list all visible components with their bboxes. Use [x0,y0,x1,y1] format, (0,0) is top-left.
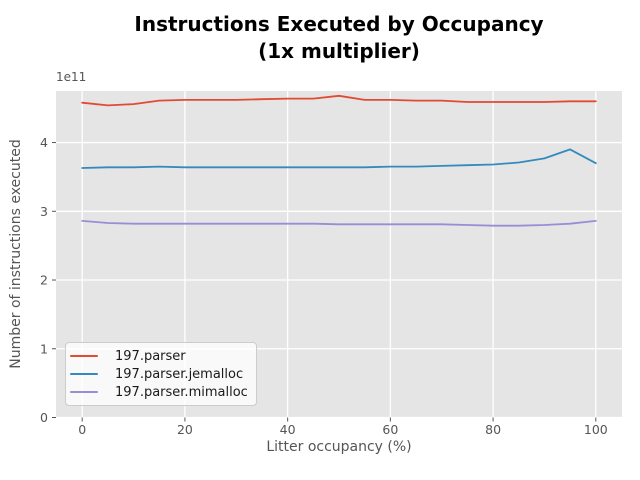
legend-swatch-197-parser-jemalloc [70,372,98,376]
legend-swatch-197-parser-mimalloc [70,390,98,394]
tick-label-x-0: 0 [78,422,86,437]
legend-item-197-parser: 197.parser [70,349,250,364]
tick-label-x-20: 20 [177,422,193,437]
y-axis-offset-text: 1e11 [56,70,87,84]
tick-label-x-100: 100 [584,422,608,437]
x-axis-label: Litter occupancy (%) [266,439,412,455]
tick-label-y-0: 0 [40,410,48,425]
series-line-197-parser-jemalloc [81,148,597,169]
tick-label-y-2: 2 [40,273,48,288]
tick-label-x-60: 60 [382,422,398,437]
series-line-197-parser [81,94,597,107]
chart-title-line1: Instructions Executed by Occupancy [134,12,544,36]
tick-label-x-80: 80 [485,422,501,437]
tick-label-y-1: 1 [40,341,48,356]
series-line-197-parser-mimalloc [81,219,597,227]
legend-label-197-parser-mimalloc: 197.parser.mimalloc [115,384,248,400]
legend: 197.parser 197.parser.jemalloc 197.parser.… [65,342,257,406]
legend-swatch-197-parser [70,354,98,358]
tick-label-y-4: 4 [40,135,48,150]
chart-title: Instructions Executed by Occupancy (1x m… [56,11,622,65]
legend-label-197-parser: 197.parser [115,348,186,364]
legend-item-197-parser-jemalloc: 197.parser.jemalloc [70,367,250,382]
legend-label-197-parser-jemalloc: 197.parser.jemalloc [115,366,244,382]
legend-item-197-parser-mimalloc: 197.parser.mimalloc [70,385,250,400]
tick-label-y-3: 3 [40,204,48,219]
tick-label-x-40: 40 [280,422,296,437]
chart-title-line2: (1x multiplier) [258,39,420,63]
